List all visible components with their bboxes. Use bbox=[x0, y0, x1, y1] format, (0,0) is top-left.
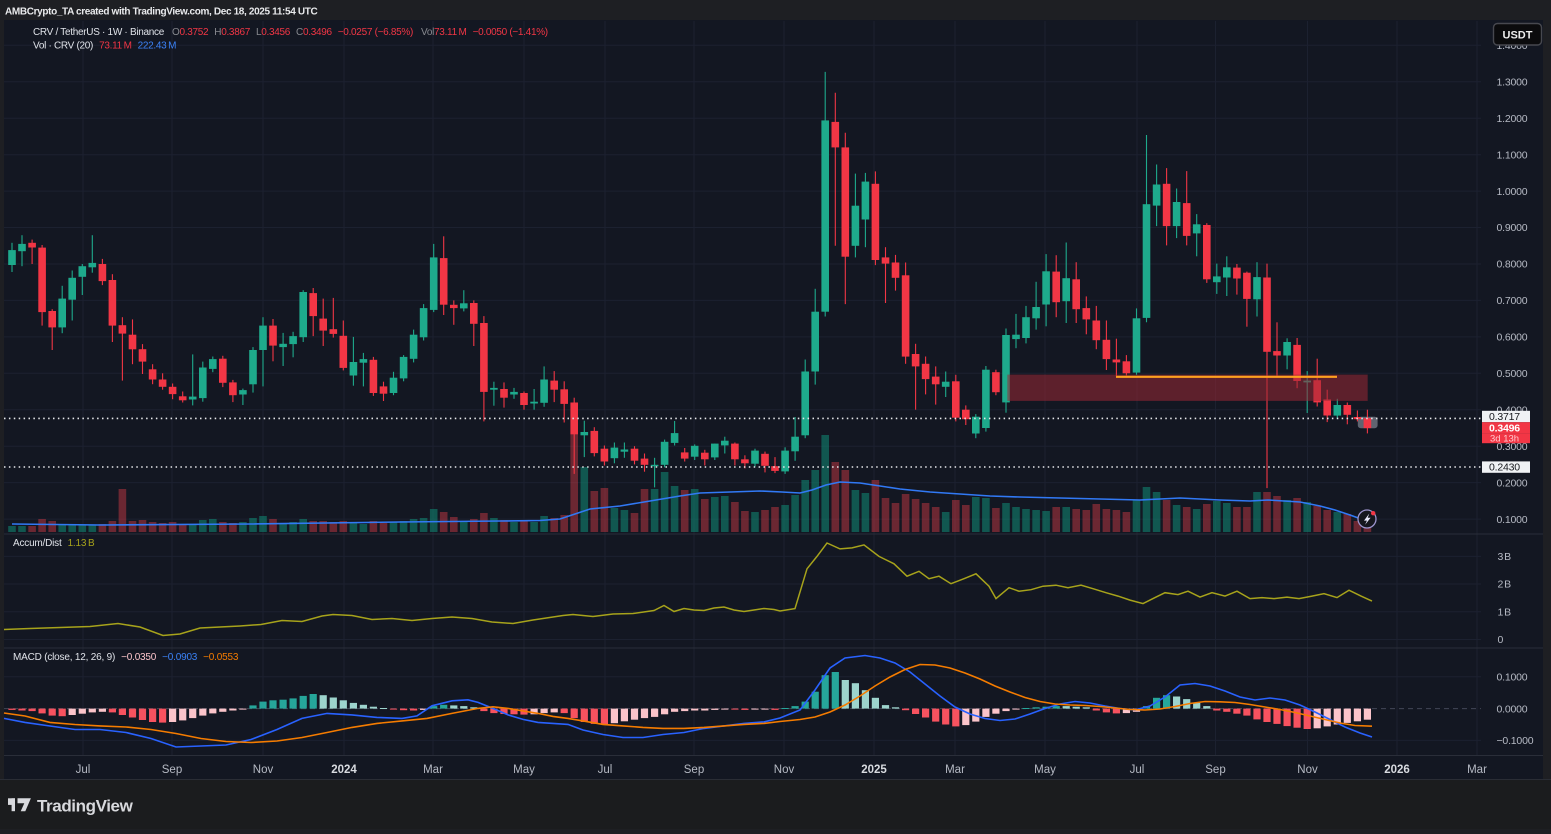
svg-text:Sep: Sep bbox=[162, 764, 182, 776]
svg-text:Jul: Jul bbox=[598, 764, 613, 776]
svg-text:3d 13h: 3d 13h bbox=[1490, 433, 1519, 444]
svg-text:0.3000: 0.3000 bbox=[1497, 441, 1528, 453]
svg-text:1.1000: 1.1000 bbox=[1497, 149, 1528, 161]
svg-text:Nov: Nov bbox=[253, 764, 274, 776]
svg-text:Sep: Sep bbox=[684, 764, 704, 776]
svg-text:2026: 2026 bbox=[1384, 764, 1410, 776]
svg-text:Nov: Nov bbox=[774, 764, 795, 776]
svg-text:0: 0 bbox=[1498, 634, 1505, 646]
svg-text:0.0000: 0.0000 bbox=[1497, 703, 1528, 715]
svg-text:1.3000: 1.3000 bbox=[1497, 77, 1528, 89]
svg-text:0.9000: 0.9000 bbox=[1497, 222, 1528, 234]
svg-text:0.3496: 0.3496 bbox=[1489, 422, 1520, 434]
svg-text:Mar: Mar bbox=[945, 764, 965, 776]
svg-text:1.0000: 1.0000 bbox=[1497, 186, 1528, 198]
svg-text:0.1000: 0.1000 bbox=[1497, 672, 1528, 684]
svg-text:1.2000: 1.2000 bbox=[1497, 113, 1528, 125]
svg-text:Sep: Sep bbox=[1205, 764, 1225, 776]
svg-text:May: May bbox=[513, 764, 535, 776]
svg-text:USDT: USDT bbox=[1503, 30, 1533, 42]
svg-text:2024: 2024 bbox=[331, 764, 357, 776]
svg-text:0.3717: 0.3717 bbox=[1489, 411, 1520, 423]
svg-text:Jul: Jul bbox=[76, 764, 91, 776]
svg-text:0.5000: 0.5000 bbox=[1497, 368, 1528, 380]
svg-text:0.8000: 0.8000 bbox=[1497, 259, 1528, 271]
svg-text:Mar: Mar bbox=[1467, 764, 1487, 776]
svg-text:0.7000: 0.7000 bbox=[1497, 295, 1528, 307]
svg-text:0.2430: 0.2430 bbox=[1489, 461, 1520, 473]
svg-text:0.1000: 0.1000 bbox=[1497, 514, 1528, 526]
svg-text:0.2000: 0.2000 bbox=[1497, 477, 1528, 489]
svg-text:3B: 3B bbox=[1498, 551, 1512, 563]
svg-text:−0.1000: −0.1000 bbox=[1497, 735, 1534, 747]
svg-text:Nov: Nov bbox=[1297, 764, 1318, 776]
svg-text:2025: 2025 bbox=[861, 764, 887, 776]
svg-text:Jul: Jul bbox=[1130, 764, 1145, 776]
svg-text:0.6000: 0.6000 bbox=[1497, 332, 1528, 344]
svg-text:2B: 2B bbox=[1498, 579, 1512, 591]
svg-text:AMBCrypto_TA created with Trad: AMBCrypto_TA created with TradingView.co… bbox=[5, 7, 317, 18]
svg-text:TradingView: TradingView bbox=[37, 797, 134, 816]
svg-text:MACD (close, 12, 26, 9)−0.0350: MACD (close, 12, 26, 9) −0.0350 −0.0903 −0.… bbox=[13, 652, 239, 663]
svg-text:May: May bbox=[1034, 764, 1056, 776]
svg-text:Mar: Mar bbox=[423, 764, 443, 776]
svg-text:1B: 1B bbox=[1498, 606, 1512, 618]
